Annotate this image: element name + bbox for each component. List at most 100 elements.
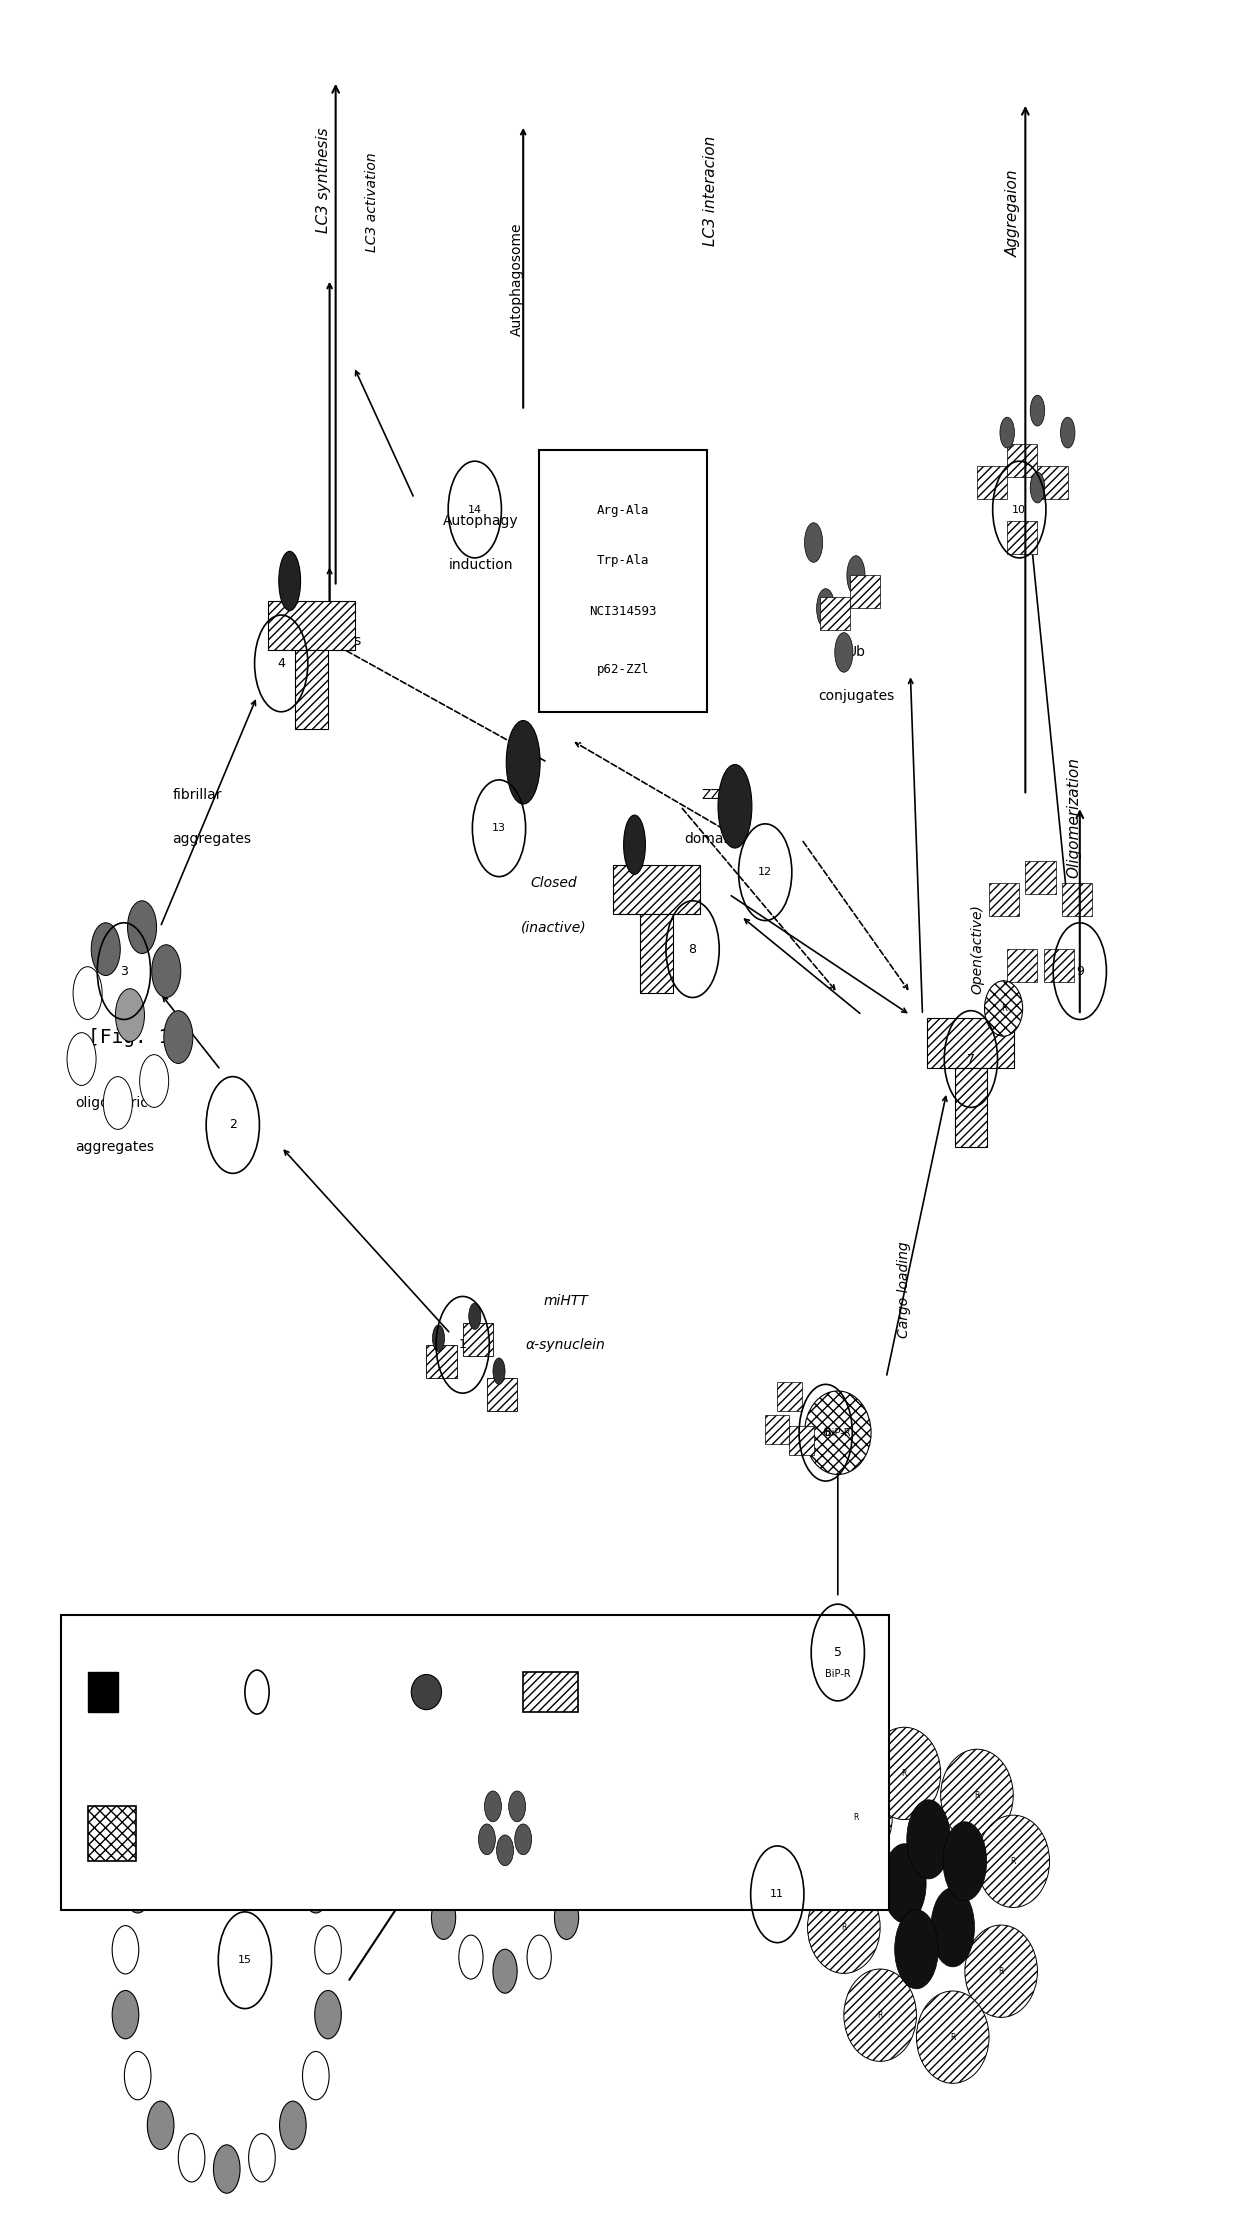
Bar: [849, 575, 880, 608]
Circle shape: [883, 1845, 926, 1923]
Text: miHTT: miHTT: [543, 1294, 588, 1308]
Circle shape: [931, 1887, 975, 1967]
Text: 15: 15: [238, 1956, 252, 1965]
Circle shape: [103, 1076, 133, 1130]
Circle shape: [515, 1825, 532, 1854]
Ellipse shape: [506, 720, 541, 804]
Text: p62 ZZ: p62 ZZ: [564, 568, 615, 582]
Bar: [640, 913, 672, 994]
Bar: [1007, 521, 1038, 553]
Text: 4: 4: [278, 657, 285, 671]
Circle shape: [115, 989, 145, 1040]
Bar: [523, 1673, 578, 1711]
Text: 2: 2: [229, 1118, 237, 1132]
Text: Cargo loading: Cargo loading: [898, 1241, 911, 1339]
Text: 6: 6: [822, 1426, 830, 1439]
Bar: [88, 1807, 136, 1860]
Bar: [463, 1323, 494, 1357]
Ellipse shape: [624, 815, 645, 873]
Text: R: R: [1001, 1005, 1007, 1014]
Bar: [1025, 862, 1055, 893]
Text: fibrillar: fibrillar: [172, 789, 222, 802]
Circle shape: [213, 2146, 241, 2192]
Circle shape: [140, 1054, 169, 1107]
Text: Ub: Ub: [456, 1687, 474, 1698]
Ellipse shape: [965, 1925, 1038, 2016]
Bar: [295, 651, 327, 729]
Circle shape: [459, 1678, 484, 1722]
Circle shape: [906, 1800, 950, 1878]
Text: NCI314593: NCI314593: [589, 604, 657, 617]
Text: LC3: LC3: [288, 1687, 311, 1698]
Text: α-synuclein: α-synuclein: [526, 1337, 605, 1352]
Ellipse shape: [820, 1771, 893, 1863]
Bar: [1007, 443, 1038, 477]
Circle shape: [554, 1896, 579, 1938]
Ellipse shape: [1030, 472, 1045, 504]
Circle shape: [92, 922, 120, 976]
Ellipse shape: [847, 555, 866, 595]
Bar: [1061, 882, 1092, 916]
Text: inclusions: inclusions: [294, 635, 362, 648]
Circle shape: [494, 1950, 517, 1994]
Bar: [1044, 949, 1074, 983]
Bar: [613, 864, 699, 913]
Bar: [268, 602, 355, 651]
Text: Closed: Closed: [531, 876, 577, 891]
Text: Arg-Ala: Arg-Ala: [596, 504, 650, 517]
Ellipse shape: [805, 1633, 870, 1716]
Circle shape: [315, 1990, 341, 2039]
Ellipse shape: [844, 1970, 916, 2061]
Bar: [1007, 949, 1038, 983]
Text: oligomeric: oligomeric: [76, 1096, 149, 1110]
Text: Ub: Ub: [847, 646, 866, 659]
Ellipse shape: [1030, 394, 1045, 426]
Text: BiP-R: BiP-R: [825, 1669, 851, 1680]
Text: BiP-R: BiP-R: [148, 1829, 181, 1843]
Text: Oligomerization: Oligomerization: [1066, 758, 1081, 878]
Text: 11: 11: [770, 1889, 784, 1898]
Circle shape: [179, 1782, 205, 1831]
Text: (inactive): (inactive): [521, 920, 587, 934]
Bar: [1038, 466, 1068, 499]
Bar: [928, 1018, 1014, 1067]
Bar: [88, 1673, 118, 1711]
Text: R: R: [841, 1923, 847, 1932]
Ellipse shape: [999, 417, 1014, 448]
Bar: [487, 1377, 517, 1410]
Bar: [427, 1346, 456, 1377]
Text: Trp-Ala: Trp-Ala: [596, 555, 650, 568]
Circle shape: [569, 1773, 594, 1818]
Text: [Fig. 1]: [Fig. 1]: [88, 1027, 181, 1047]
Circle shape: [485, 1791, 501, 1823]
Text: LC3 activation: LC3 activation: [365, 152, 379, 252]
Text: R: R: [1011, 1856, 1016, 1865]
Circle shape: [164, 1012, 193, 1063]
Text: R: R: [975, 1791, 980, 1800]
Text: 5: 5: [833, 1646, 842, 1660]
Text: ZZ ligand: ZZ ligand: [590, 1687, 650, 1698]
Ellipse shape: [835, 633, 853, 673]
Circle shape: [128, 900, 156, 954]
Circle shape: [148, 2101, 174, 2150]
Text: PB1: PB1: [130, 1687, 154, 1698]
Ellipse shape: [916, 1992, 990, 2083]
Text: Autophagosome: Autophagosome: [510, 223, 525, 336]
Bar: [765, 1415, 790, 1444]
Text: 14: 14: [467, 504, 482, 515]
Text: ZZ: ZZ: [702, 789, 720, 802]
Text: 7: 7: [967, 1052, 975, 1065]
Ellipse shape: [805, 524, 822, 561]
Ellipse shape: [279, 550, 300, 610]
Circle shape: [67, 1032, 95, 1085]
Text: Open(active): Open(active): [970, 905, 985, 994]
Ellipse shape: [494, 1359, 505, 1384]
Ellipse shape: [805, 1390, 870, 1475]
Text: R: R: [878, 2010, 883, 2019]
Ellipse shape: [433, 1326, 445, 1352]
Text: 9: 9: [1076, 965, 1084, 978]
Bar: [820, 597, 849, 631]
FancyBboxPatch shape: [539, 450, 707, 711]
Circle shape: [944, 1823, 987, 1900]
Text: Autophagy: Autophagy: [443, 512, 518, 528]
